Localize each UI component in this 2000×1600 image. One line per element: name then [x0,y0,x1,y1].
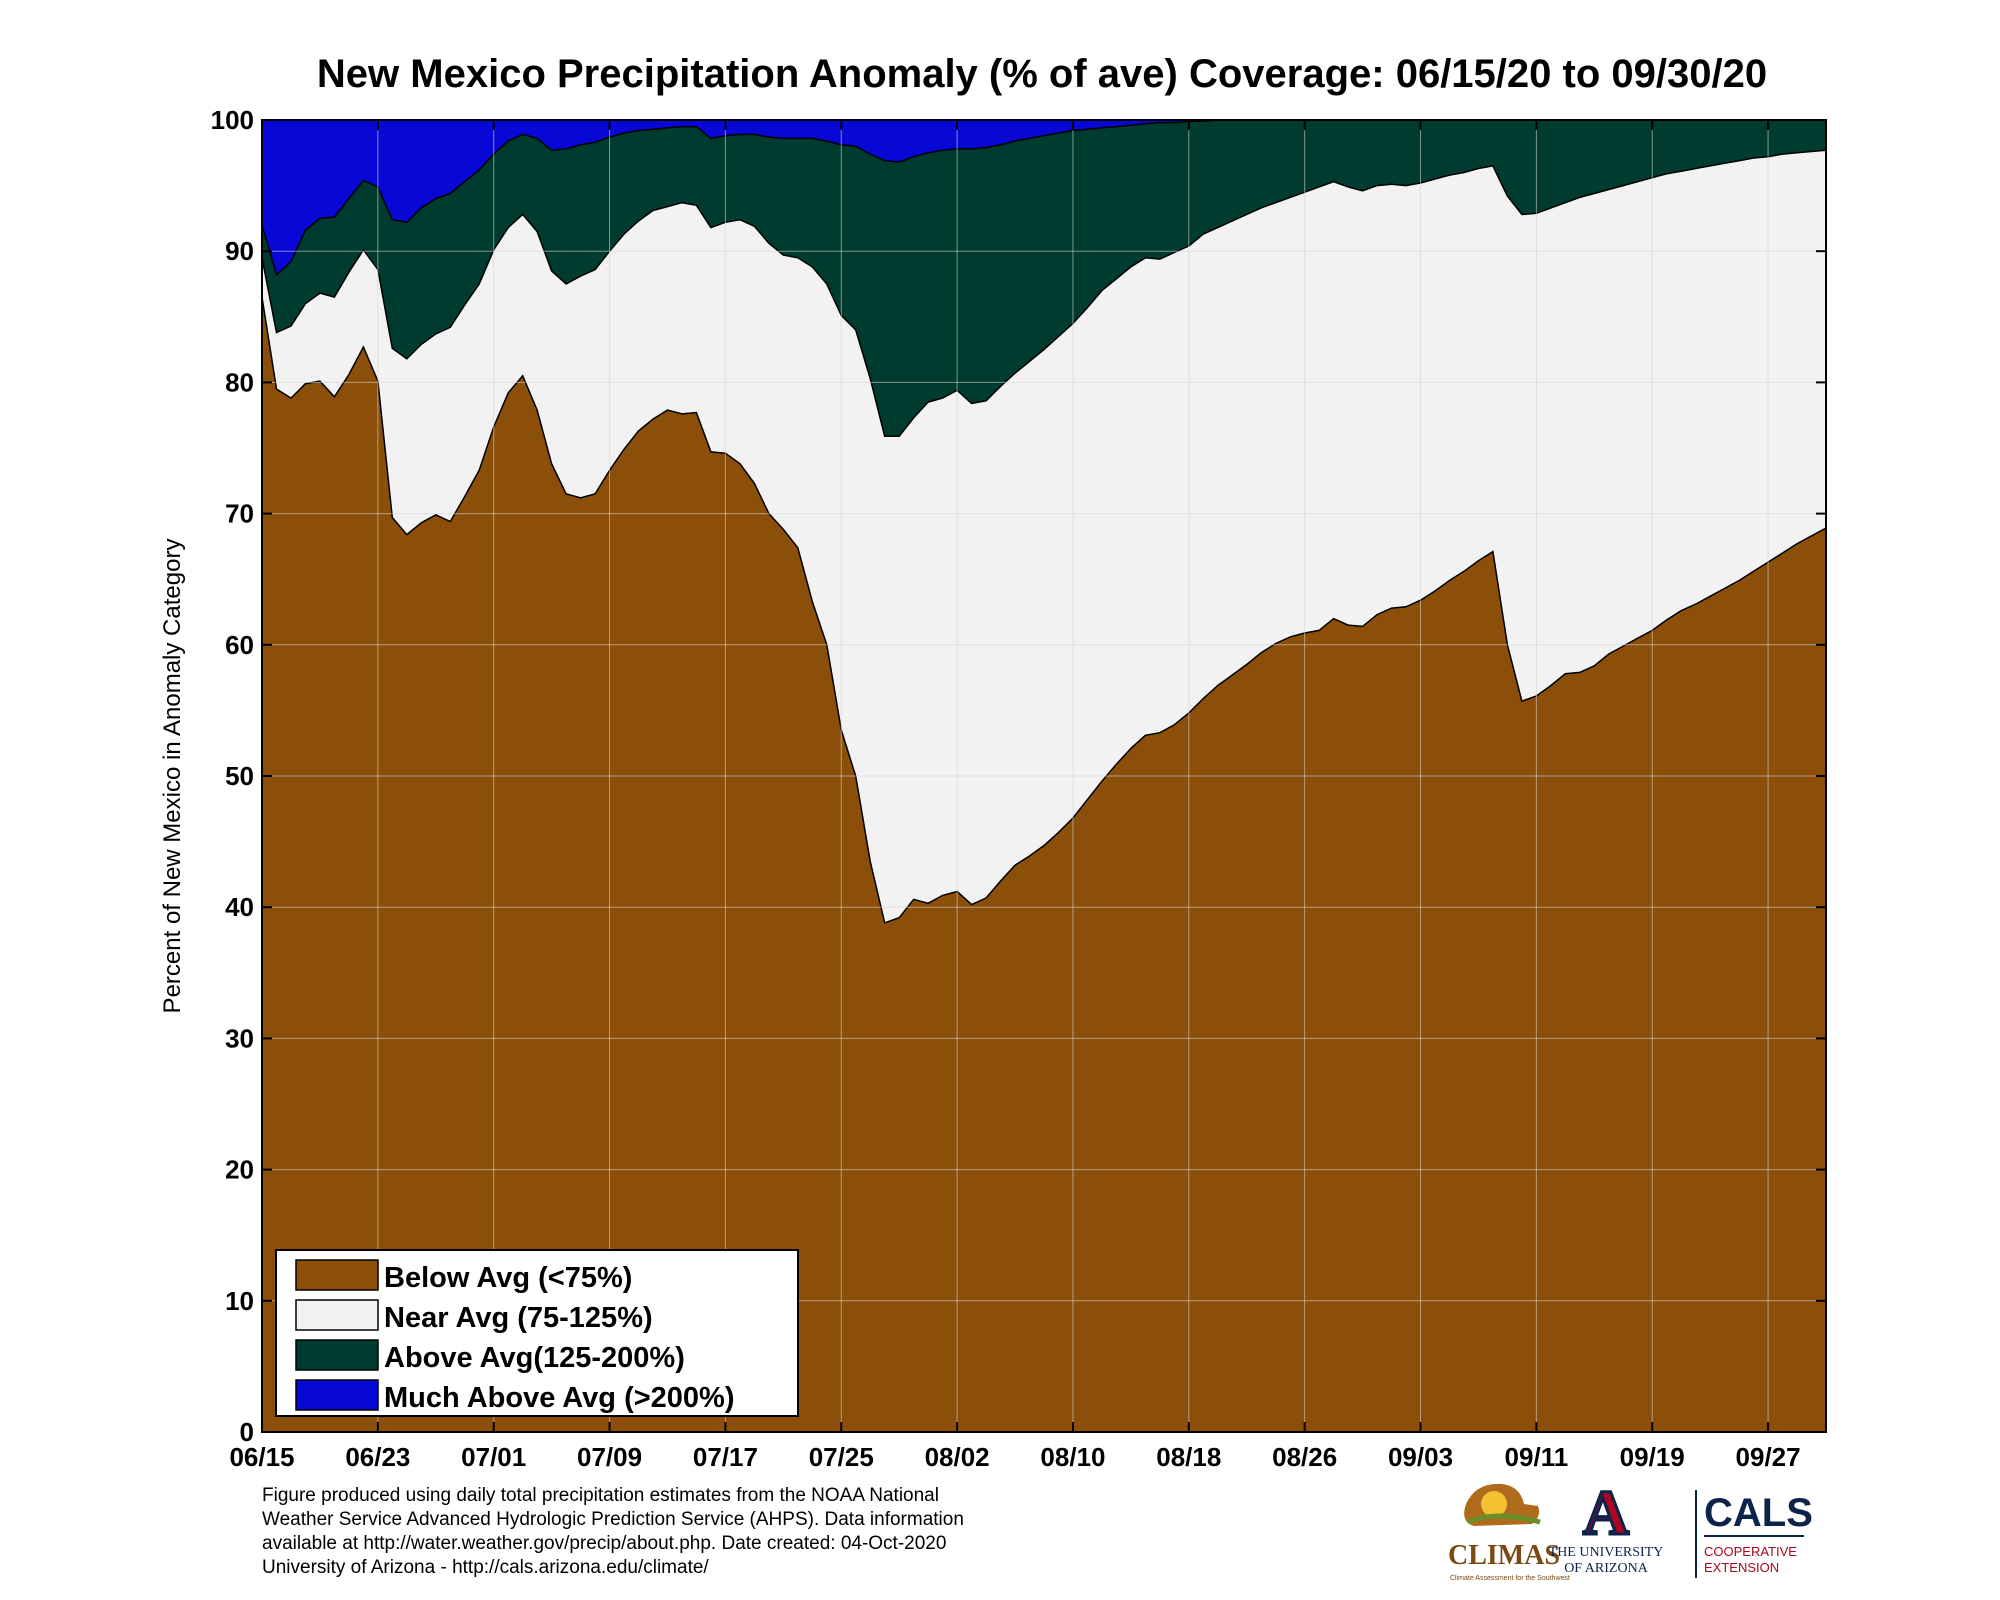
x-tick-label: 08/26 [1272,1442,1337,1472]
x-tick-label: 09/27 [1736,1442,1801,1472]
x-tick-label: 08/10 [1040,1442,1105,1472]
ua-name-line2: OF ARIZONA [1564,1561,1649,1576]
legend: Below Avg (<75%) Near Avg (75-125%) Above … [275,1249,799,1417]
legend-label: Below Avg (<75%) [384,1262,632,1294]
y-tick-label: 30 [225,1023,254,1053]
legend-swatch [295,1339,379,1371]
footer-line: University of Arizona - http://cals.ariz… [262,1557,709,1578]
x-tick-label: 07/17 [693,1442,758,1472]
x-tick-label: 09/11 [1505,1442,1569,1472]
y-tick-label: 50 [225,761,254,791]
cals-logo: CALS COOPERATIVE EXTENSION [1704,1491,1813,1575]
legend-swatch [295,1379,379,1411]
legend-label: Above Avg(125-200%) [384,1342,685,1374]
x-tick-label: 07/01 [461,1442,526,1472]
footer-line: available at http://water.weather.gov/pr… [262,1533,947,1554]
university-of-arizona-logo: A THE UNIVERSITY OF ARIZONA [1549,1476,1664,1576]
x-tick-label: 08/02 [925,1442,990,1472]
y-tick-label: 20 [225,1155,254,1185]
y-tick-label: 10 [225,1286,254,1316]
climas-wordmark: CLIMAS [1448,1540,1560,1571]
footer-line: Weather Service Advanced Hydrologic Pred… [262,1509,964,1530]
legend-swatch [295,1259,379,1291]
footer-line: Figure produced using daily total precip… [262,1485,939,1506]
x-tick-label: 08/18 [1156,1442,1221,1472]
cals-wordmark: CALS [1704,1491,1813,1535]
y-axis-label: Percent of New Mexico in Anomaly Categor… [159,539,186,1014]
figure-footer: Figure produced using daily total precip… [262,1484,1092,1580]
x-tick-label: 07/25 [809,1442,874,1472]
y-tick-label: 40 [225,892,254,922]
y-tick-label: 80 [225,367,254,397]
cals-line1: COOPERATIVE [1704,1544,1797,1559]
y-tick-label: 0 [240,1417,254,1447]
legend-swatch [295,1299,379,1331]
chart-title: New Mexico Precipitation Anomaly (% of a… [316,52,1768,96]
ua-block-a: A [1583,1477,1629,1548]
y-axis: 0 10 20 30 40 50 60 70 80 90 100 [211,105,1826,1447]
area-below-avg [261,296,1827,1433]
y-tick-label: 60 [225,630,254,660]
x-axis: 06/15 06/23 07/01 07/09 07/17 07/25 08/02 08/10… [229,120,1801,1472]
climas-tagline: Climate Assessment for the Southwest [1450,1575,1570,1582]
y-tick-label: 100 [211,105,254,135]
x-tick-label: 07/09 [577,1442,642,1472]
x-tick-label: 06/23 [345,1442,410,1472]
x-tick-label: 09/03 [1388,1442,1453,1472]
x-tick-label: 06/15 [229,1442,294,1472]
x-tick-label: 09/19 [1620,1442,1685,1472]
y-tick-label: 90 [225,236,254,266]
ua-name-line1: THE UNIVERSITY [1549,1545,1664,1560]
legend-label: Near Avg (75-125%) [384,1302,653,1334]
climas-logo: CLIMAS Climate Assessment for the Southw… [1448,1483,1570,1582]
y-tick-label: 70 [225,499,254,529]
legend-label: Much Above Avg (>200%) [384,1382,735,1414]
cals-line2: EXTENSION [1704,1560,1779,1575]
sponsor-logos: CLIMAS Climate Assessment for the Southw… [1448,1476,1813,1582]
